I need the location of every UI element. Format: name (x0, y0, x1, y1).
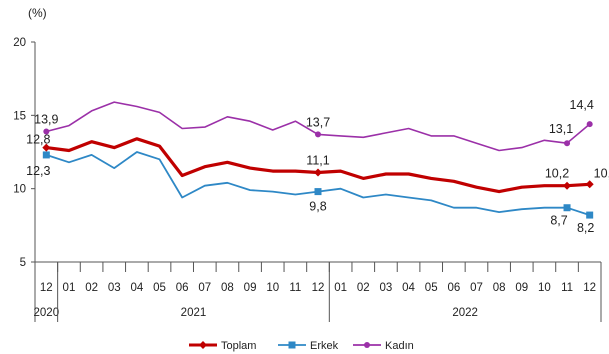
legend-swatch-marker (364, 342, 370, 348)
legend-label: Erkek (310, 340, 339, 352)
legend-item-erkek: Erkek (278, 340, 339, 352)
data-label-erkek: 12,3 (26, 164, 50, 178)
y-tick-label: 5 (20, 257, 26, 269)
x-tick-label: 03 (380, 282, 393, 294)
data-label-erkek: 8,7 (550, 214, 567, 228)
x-tick-label: 11 (561, 282, 573, 294)
data-point-toplam (314, 168, 322, 177)
x-tick-label: 11 (289, 282, 301, 294)
data-point-erkek (314, 188, 322, 196)
data-point-kadin (315, 131, 321, 138)
x-tick-label: 09 (244, 282, 257, 294)
year-group-label: 2020 (34, 307, 60, 319)
series-kadin (43, 101, 593, 152)
year-group-label: 2022 (452, 307, 478, 319)
data-label-toplam: 12,8 (26, 133, 50, 147)
x-tick-label: 02 (357, 282, 370, 294)
data-label-toplam: 11,1 (306, 154, 329, 168)
x-tick-label: 05 (153, 282, 166, 294)
data-point-erkek (42, 151, 50, 159)
series-toplam (42, 137, 594, 194)
data-label-toplam: 10,2 (545, 167, 569, 181)
legend-item-toplam: Toplam (189, 340, 256, 352)
x-tick-label: 04 (402, 282, 415, 294)
x-tick-label: 04 (130, 282, 143, 294)
data-label-erkek: 8,2 (577, 221, 594, 235)
series-erkek (42, 151, 594, 219)
x-tick-label: 12 (312, 282, 325, 294)
legend-label: Kadın (385, 340, 414, 352)
data-labels-layer: 13,9 12,8 12,3 13,7 11,1 9,8 13,1 10,2 8,7 14,4 10… (26, 98, 609, 235)
data-point-toplam (42, 143, 51, 152)
data-label-kadin: 13,9 (34, 112, 58, 126)
data-point-erkek (563, 204, 571, 212)
data-point-kadin (43, 128, 50, 135)
legend-swatch-marker (199, 341, 207, 349)
data-point-toplam (585, 180, 594, 189)
x-tick-label: 06 (447, 282, 460, 294)
x-tick-label: 09 (515, 282, 528, 294)
x-tick-label: 07 (470, 282, 483, 294)
data-point-toplam (563, 181, 572, 190)
data-label-toplam: 10,3 (594, 166, 609, 180)
series-layer (42, 101, 594, 219)
data-label-kadin: 14,4 (570, 98, 594, 112)
data-label-erkek: 9,8 (309, 200, 326, 214)
x-tick-label: 12 (583, 282, 596, 294)
x-tick-label: 10 (538, 282, 551, 294)
y-tick-label: 10 (13, 184, 26, 196)
data-label-kadin: 13,1 (549, 122, 573, 136)
x-tick-label: 01 (63, 282, 76, 294)
x-tick-label: 01 (334, 282, 347, 294)
x-tick-label: 06 (176, 282, 189, 294)
y-tick-label: 20 (13, 37, 26, 49)
x-tick-label: 12 (40, 282, 53, 294)
year-group-label: 2021 (181, 307, 207, 319)
y-axis-unit-label: (%) (28, 6, 47, 20)
x-tick-label: 10 (266, 282, 279, 294)
data-point-erkek (586, 211, 594, 219)
x-tick-label: 08 (221, 282, 234, 294)
x-tick-label: 08 (493, 282, 506, 294)
legend: Toplam Erkek Kadın (189, 340, 414, 352)
data-label-kadin: 13,7 (306, 115, 330, 129)
axes: 5 10 15 20 12 01 02 03 04 05 06 07 08 09 10 11 12 01 02 03 0… (13, 37, 602, 322)
data-point-kadin (564, 140, 571, 147)
x-tick-label: 03 (108, 282, 121, 294)
y-tick-label: 15 (13, 110, 26, 122)
legend-swatch-marker (288, 341, 296, 349)
x-tick-label: 05 (425, 282, 438, 294)
x-tick-label: 07 (198, 282, 211, 294)
legend-item-kadin: Kadın (353, 340, 414, 352)
data-point-kadin (586, 121, 593, 128)
x-tick-label: 02 (85, 282, 98, 294)
legend-label: Toplam (221, 340, 256, 352)
